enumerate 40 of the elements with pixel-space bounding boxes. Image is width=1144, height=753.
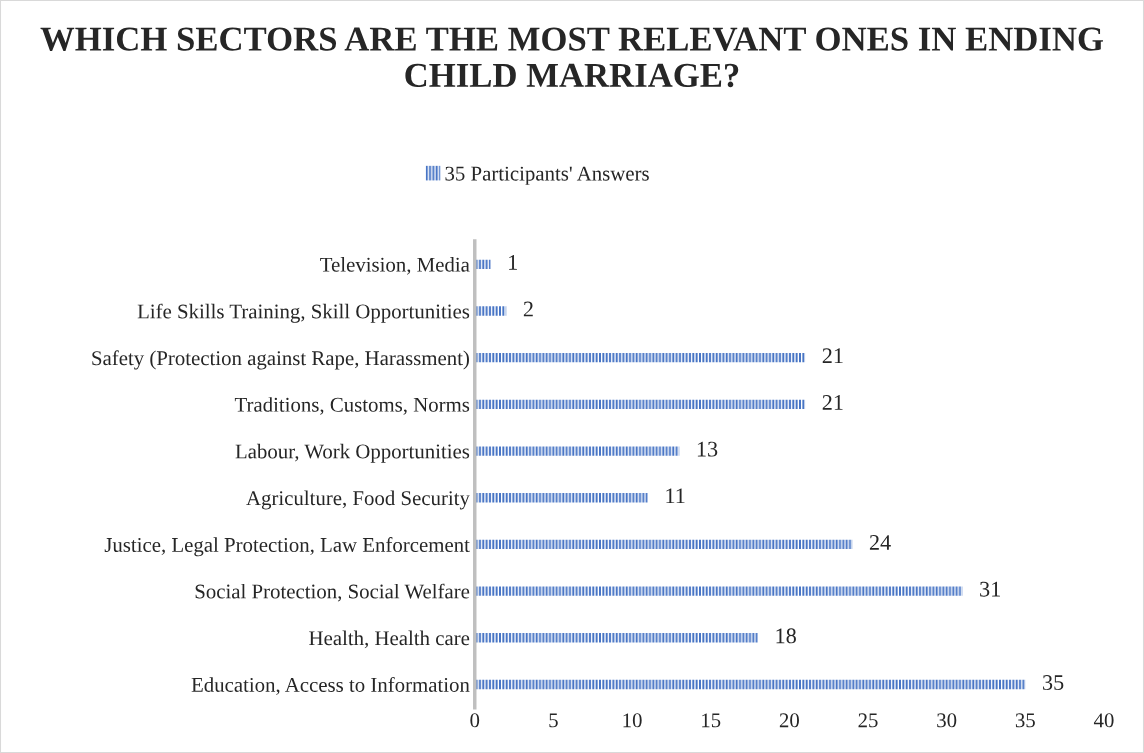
x-tick-label: 0 — [470, 713, 480, 728]
data-label: 31 — [980, 581, 1000, 597]
data-label: 13 — [697, 441, 718, 457]
bar — [474, 306, 507, 316]
y-tick-label: Social Protection, Social Welfare — [195, 583, 470, 602]
bar — [474, 539, 853, 550]
data-label: 2 — [523, 301, 533, 317]
y-tick-label: Traditions, Customs, Norms — [234, 397, 470, 415]
bar — [474, 633, 758, 643]
x-tick-label: 5 — [549, 713, 558, 728]
bar — [474, 353, 806, 363]
x-tick-label: 15 — [702, 713, 721, 728]
y-tick-label: Health, Health care — [309, 630, 470, 649]
data-label: 24 — [869, 535, 891, 550]
x-tick-label: 40 — [1093, 713, 1114, 728]
y-tick-label: Labour, Work Opportunities — [235, 443, 470, 463]
data-label: 18 — [776, 628, 796, 644]
y-tick-label: Television, Media — [320, 257, 470, 275]
x-tick-label: 35 — [1015, 713, 1035, 728]
bar — [474, 446, 680, 456]
x-tick-label: 20 — [779, 713, 799, 728]
bar — [474, 399, 806, 410]
y-tick-label: Agriculture, Food Security — [246, 490, 470, 510]
y-tick-label: Safety (Protection against Rape, Harassment) — [92, 350, 469, 370]
x-tick-label: 25 — [858, 713, 878, 728]
y-tick-label: Life Skills Training, Skill Opportunities — [137, 303, 470, 323]
bar — [474, 586, 963, 596]
data-label: 21 — [822, 348, 843, 364]
x-tick-label: 10 — [623, 713, 642, 728]
data-label: 35 — [1043, 675, 1064, 691]
chart-title: WHICH SECTORS ARE THE MOST RELEVANT ONES IN ENDING CHILD MARRIAGE? — [40, 27, 1104, 88]
bar — [474, 679, 1026, 690]
y-tick-label: Education, Access to Information — [191, 677, 470, 695]
x-tick-label: 30 — [937, 713, 957, 728]
data-label: 11 — [666, 488, 685, 504]
legend-label: 35 Participants' Answers — [445, 166, 649, 185]
data-label: 21 — [822, 394, 843, 410]
data-label: 1 — [509, 254, 517, 270]
y-tick-label: Justice, Legal Protection, Law Enforcement — [104, 537, 470, 557]
bar — [474, 493, 648, 503]
